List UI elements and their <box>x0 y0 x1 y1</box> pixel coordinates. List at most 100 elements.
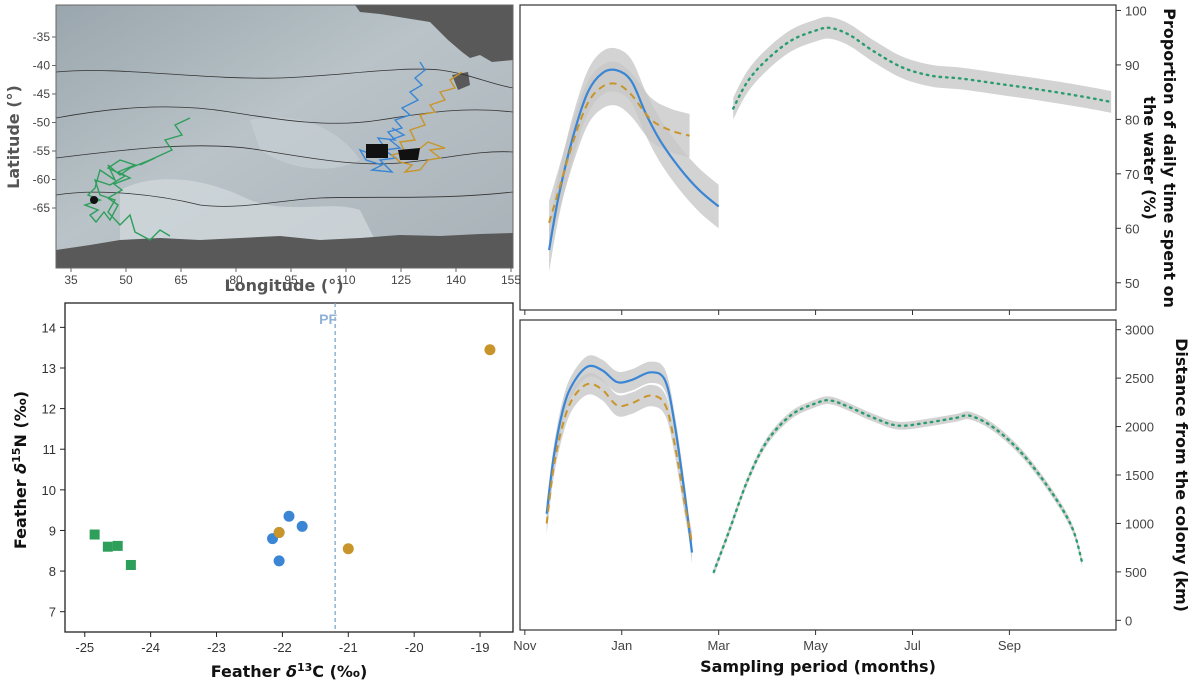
map-colony-marker-green <box>90 196 98 204</box>
map-x-axis-title: Longitude (°) <box>224 276 343 295</box>
scatter-y-ticks: 7 8 9 10 11 12 13 14 <box>42 320 65 620</box>
top-chart-y-tick-label: 60 <box>1125 221 1139 236</box>
bottom-chart-line-blue <box>545 364 694 553</box>
map-frame <box>55 4 514 269</box>
top-chart-line-gold <box>548 82 690 224</box>
map-y-tick-label: -65 <box>33 201 51 215</box>
bottom-chart-line-teal_dots <box>712 399 1084 574</box>
map-front-contour-3 <box>56 145 513 165</box>
top-chart-y-tick-label: 90 <box>1125 58 1139 73</box>
top-chart-y-tick-label: 100 <box>1125 3 1147 18</box>
map-australia-landmass <box>355 5 513 62</box>
isotope-scatter-panel: PF -25 -24 -23 -22 -21 -20 -19 7 8 9 10 11 12 13 14 F… <box>10 302 514 681</box>
top-chart-y-tick-label: 70 <box>1125 167 1139 182</box>
map-panel: 35 50 65 80 95 110 125 140 155 -35 -40 -45 -50 -55 -6… <box>4 4 521 295</box>
map-antarctica-landmass <box>56 233 513 268</box>
scatter-point-circle-blue <box>283 510 295 522</box>
top-chart-series <box>547 16 1113 272</box>
map-y-tick-label: -45 <box>33 87 51 101</box>
bottom-chart-y-title: Distance from the colony (km) <box>1172 338 1191 612</box>
scatter-x-tick-label: -20 <box>405 640 424 655</box>
bottom-chart-x-tick-label: Mar <box>707 638 730 653</box>
scatter-y-tick-label: 13 <box>42 361 56 376</box>
bottom-chart-y-ticks: 0 500 1000 1500 2000 2500 3000 <box>1116 323 1154 628</box>
scatter-x-tick-label: -19 <box>471 640 490 655</box>
bottom-chart-y-tick-label: 1000 <box>1125 516 1154 531</box>
map-y-tick-label: -50 <box>33 116 51 130</box>
map-front-contour-4 <box>56 191 513 207</box>
bottom-chart-x-tick-label: Nov <box>513 638 537 653</box>
map-y-tick-label: -35 <box>33 30 51 44</box>
scatter-point-circle-gold <box>342 543 354 555</box>
scatter-x-tick-label: -22 <box>273 640 292 655</box>
map-x-tick-label: 110 <box>336 273 355 287</box>
map-y-tick-label: -60 <box>33 173 51 187</box>
map-track-gold <box>390 71 463 173</box>
top-chart-y-title-line1: Proportion of daily time spent on <box>1160 8 1179 308</box>
scatter-point-circle-blue <box>273 555 285 567</box>
map-x-tick-label: 95 <box>284 273 298 287</box>
top-chart-confidence-band-teal_dots <box>733 16 1112 120</box>
scatter-point-square-green <box>125 559 136 570</box>
scatter-x-tick-label: -24 <box>141 640 160 655</box>
bottom-chart-y-tick-label: 500 <box>1125 565 1147 580</box>
bottom-chart-y-tick-label: 3000 <box>1125 323 1154 338</box>
top-chart-y-tick-label: 50 <box>1125 276 1139 291</box>
top-chart-y-tick-label: 80 <box>1125 112 1139 127</box>
pf-label: PF <box>319 311 337 327</box>
bottom-chart-y-tick-label: 2000 <box>1125 420 1154 435</box>
scatter-y-tick-label: 14 <box>42 320 56 335</box>
map-x-tick-label: 35 <box>64 273 78 287</box>
scatter-y-tick-label: 10 <box>42 483 56 498</box>
top-chart-y-ticks: 50 60 70 80 90 100 <box>1116 3 1147 291</box>
scatter-frame <box>64 302 514 633</box>
scatter-points <box>89 344 496 570</box>
map-x-tick-label: 65 <box>174 273 188 287</box>
scatter-point-circle-blue <box>296 520 308 532</box>
map-x-tick-label: 125 <box>391 273 411 287</box>
scatter-point-square-green <box>102 541 113 552</box>
top-chart-confidence-band-gold <box>549 61 690 245</box>
scatter-y-tick-label: 7 <box>49 605 56 620</box>
top-chart-line-teal_dots <box>732 26 1113 110</box>
map-track-green <box>82 117 191 241</box>
map-ridge-area <box>250 117 360 169</box>
scatter-point-circle-gold <box>273 526 285 538</box>
scatter-x-axis-title: Feather δ13C (‰) <box>211 661 368 681</box>
map-x-tick-label: 140 <box>446 273 466 287</box>
bottom-chart-y-tick-label: 1500 <box>1125 468 1154 483</box>
bottom-chart-x-tick-label: Jul <box>904 638 921 653</box>
scatter-y-tick-label: 9 <box>49 523 56 538</box>
bottom-chart-series <box>545 355 1084 576</box>
scatter-y-tick-label: 12 <box>42 402 56 417</box>
scatter-x-tick-label: -25 <box>75 640 94 655</box>
scatter-y-axis-title: Feather δ15N (‰) <box>10 391 30 549</box>
bottom-chart-x-tick-label: Sep <box>998 638 1021 653</box>
scatter-y-tick-label: 11 <box>43 442 57 457</box>
map-x-tick-label: 80 <box>229 273 243 287</box>
map-colony-marker-gold <box>398 148 420 160</box>
map-shelf-area <box>120 179 380 250</box>
time-on-water-panel: 50 60 70 80 90 100 Proportion of daily time s… <box>519 3 1179 315</box>
map-x-tick-label: 155 <box>501 273 521 287</box>
top-chart-line-blue <box>547 68 720 251</box>
map-front-contour-2 <box>56 106 513 124</box>
map-y-tick-label: -40 <box>33 59 51 73</box>
map-colony-marker-blue <box>366 144 388 158</box>
scatter-point-circle-gold <box>484 344 496 356</box>
bottom-chart-y-tick-label: 2500 <box>1125 371 1154 386</box>
top-chart-y-title-line2: the water (%) <box>1140 96 1159 220</box>
time-x-axis-title: Sampling period (months) <box>700 657 936 676</box>
top-chart-x-ticks <box>524 310 1010 315</box>
map-y-ticks: -35 -40 -45 -50 -55 -60 -65 <box>33 30 56 215</box>
scatter-x-tick-label: -21 <box>339 640 358 655</box>
distance-from-colony-panel: Nov Jan Mar May Jul Sep 0 500 1000 1500 2000 2500 3… <box>513 319 1191 676</box>
map-x-tick-label: 50 <box>119 273 133 287</box>
bottom-chart-confidence-band-gold <box>546 373 693 554</box>
bottom-chart-x-tick-label: May <box>803 638 828 653</box>
scatter-point-square-green <box>89 529 100 540</box>
scatter-y-tick-label: 8 <box>49 564 56 579</box>
scatter-point-square-green <box>112 540 123 551</box>
bottom-chart-x-tick-label: Jan <box>611 638 632 653</box>
